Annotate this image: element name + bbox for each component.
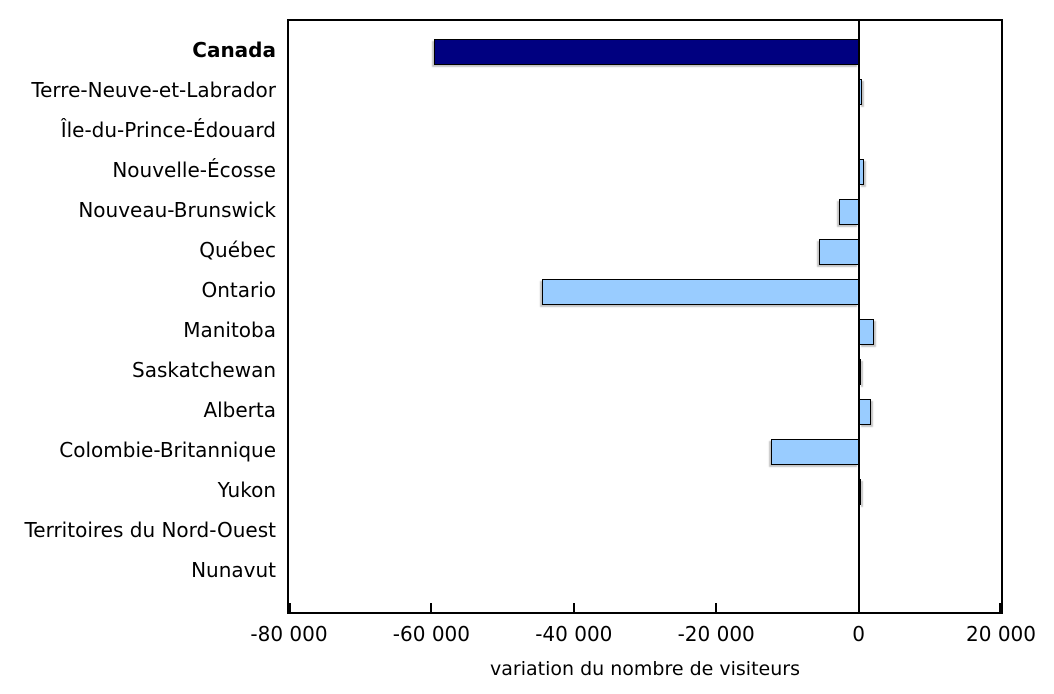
- x-axis-tick-mark: [715, 603, 718, 612]
- category-label: Alberta: [203, 398, 276, 422]
- category-label: Ontario: [201, 278, 276, 302]
- category-label: Nunavut: [191, 558, 276, 582]
- category-label: Territoires du Nord-Ouest: [24, 518, 276, 542]
- category-label: Manitoba: [183, 318, 276, 342]
- bar-alberta: [858, 399, 871, 425]
- x-axis-tick-mark: [572, 603, 575, 612]
- bar-saskatchewan: [858, 359, 862, 385]
- x-axis-tick-mark: [289, 603, 291, 612]
- bar-canada: [433, 39, 859, 65]
- bar-yukon: [858, 479, 862, 505]
- bar-nouveau-brunswick: [839, 199, 859, 225]
- bar-quebec: [818, 239, 859, 265]
- x-axis-title: variation du nombre de visiteurs: [490, 658, 800, 680]
- category-label: Nouveau-Brunswick: [78, 198, 276, 222]
- plot-area: [287, 19, 1003, 614]
- category-label: Nouvelle-Écosse: [112, 158, 276, 182]
- x-axis-tick-label: -80 000: [250, 622, 328, 646]
- x-axis-tick-label: 20 000: [966, 622, 1036, 646]
- category-label: Terre-Neuve-et-Labrador: [31, 78, 276, 102]
- x-axis-tick-mark: [857, 603, 860, 612]
- x-axis-tick-label: -40 000: [535, 622, 613, 646]
- x-axis-tick-label: -20 000: [677, 622, 755, 646]
- x-axis-tick-mark: [430, 603, 433, 612]
- category-label: Colombie-Britannique: [59, 438, 276, 462]
- category-label: Saskatchewan: [132, 358, 276, 382]
- category-label: Canada: [192, 38, 276, 62]
- category-label: Île-du-Prince-Édouard: [60, 118, 276, 142]
- zero-axis-line: [857, 21, 860, 612]
- x-axis-tick-mark: [999, 603, 1001, 612]
- category-label: Yukon: [217, 478, 276, 502]
- bar-nouvelle-ecosse: [858, 159, 865, 185]
- bar-terre-neuve-et-labrador: [858, 79, 863, 105]
- category-label: Québec: [199, 238, 276, 262]
- x-axis-tick-label: -60 000: [392, 622, 470, 646]
- bar-manitoba: [858, 319, 875, 345]
- x-axis-tick-label: 0: [852, 622, 865, 646]
- bar-ontario: [542, 279, 859, 305]
- bar-colombie-britannique: [771, 439, 859, 465]
